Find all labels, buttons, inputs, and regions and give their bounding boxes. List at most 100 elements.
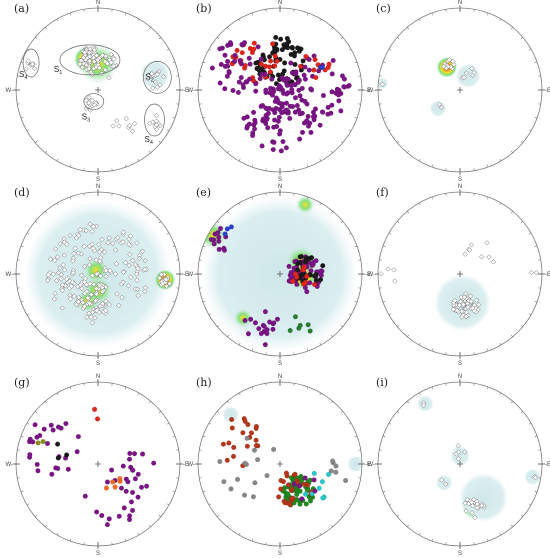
pole-point xyxy=(253,437,259,443)
degree-tick xyxy=(26,232,30,235)
cardinal-label-n: N xyxy=(458,184,462,190)
degree-tick xyxy=(166,422,170,425)
pole-point xyxy=(136,255,143,262)
pole-point xyxy=(288,487,295,493)
pole-point xyxy=(103,53,109,59)
pole-point xyxy=(333,469,339,475)
degree-tick xyxy=(354,435,358,438)
degree-tick xyxy=(306,538,309,542)
degree-tick xyxy=(382,490,386,493)
pole-point xyxy=(244,123,251,129)
degree-tick xyxy=(166,48,170,51)
pole-point xyxy=(320,263,326,269)
cardinal-label-n: N xyxy=(96,184,100,190)
pole-point xyxy=(234,47,240,53)
pole-point xyxy=(220,441,226,447)
pole-point xyxy=(462,500,468,506)
pole-point xyxy=(232,58,238,64)
degree-tick xyxy=(148,150,151,154)
pole-point xyxy=(118,485,124,491)
pole-point xyxy=(242,317,248,323)
pole-point xyxy=(468,298,474,305)
pole-point xyxy=(263,87,269,93)
pole-point xyxy=(532,474,539,481)
pole-point xyxy=(128,499,134,505)
degree-tick xyxy=(418,392,421,396)
pole-point xyxy=(470,305,476,311)
pole-point xyxy=(278,148,284,154)
pole-point xyxy=(150,85,156,91)
pole-point xyxy=(127,513,133,519)
pole-point xyxy=(116,302,122,309)
degree-tick xyxy=(340,140,344,143)
pole-point xyxy=(110,123,116,129)
pole-point xyxy=(235,89,241,96)
degree-tick xyxy=(216,140,220,143)
panel-label: (i) xyxy=(376,376,388,389)
stereonet-panel-e: N -E S W- (e) xyxy=(187,184,371,367)
pole-point xyxy=(289,45,295,51)
pole-point xyxy=(341,76,347,82)
pole-point xyxy=(440,63,447,70)
pole-point xyxy=(89,272,96,279)
degree-tick xyxy=(520,324,524,327)
pole-point xyxy=(272,53,278,59)
pole-point xyxy=(236,79,242,85)
pole-point xyxy=(240,430,246,436)
pole-point xyxy=(50,427,56,433)
degree-tick xyxy=(34,37,38,40)
pole-point xyxy=(129,128,136,134)
degree-tick xyxy=(227,400,230,404)
pole-point xyxy=(61,267,68,273)
degree-tick xyxy=(56,532,59,536)
degree-tick xyxy=(34,411,38,414)
pole-point xyxy=(142,284,149,291)
density-blob-faint xyxy=(435,474,453,492)
pole-point xyxy=(77,226,83,233)
pole-point xyxy=(44,440,51,447)
degree-tick xyxy=(172,300,176,303)
pole-point xyxy=(469,65,475,72)
pole-point xyxy=(443,481,449,487)
pole-point xyxy=(67,296,74,302)
pole-point xyxy=(245,422,251,428)
pole-point xyxy=(101,249,108,255)
pole-point xyxy=(57,241,63,247)
degree-tick xyxy=(227,26,230,30)
pole-point xyxy=(469,510,475,516)
pole-point xyxy=(272,110,278,116)
degree-tick xyxy=(319,532,322,536)
degree-tick xyxy=(319,18,322,22)
pole-point xyxy=(103,307,109,314)
pole-point xyxy=(346,83,352,89)
cluster-outline xyxy=(143,61,172,94)
pole-point xyxy=(312,488,318,494)
degree-tick xyxy=(528,232,532,235)
degree-tick xyxy=(306,196,309,200)
pole-point xyxy=(245,331,251,337)
pole-point xyxy=(291,481,297,487)
pole-point xyxy=(241,492,248,498)
pole-point xyxy=(263,105,269,111)
pole-point xyxy=(163,276,169,283)
pole-point xyxy=(237,58,243,64)
pole-point xyxy=(31,65,38,72)
pole-point xyxy=(248,430,254,436)
degree-tick xyxy=(499,532,502,536)
degree-tick xyxy=(124,196,127,200)
pole-point xyxy=(222,86,228,92)
pole-point xyxy=(279,75,285,81)
pole-point xyxy=(287,327,293,334)
pole-point xyxy=(108,51,114,58)
degree-tick xyxy=(208,129,212,132)
density-blob-faint xyxy=(458,472,509,523)
pole-point xyxy=(82,493,88,499)
degree-tick xyxy=(431,386,434,390)
degree-tick xyxy=(56,18,59,22)
pole-point xyxy=(109,467,115,473)
pole-point xyxy=(307,328,313,334)
pole-point xyxy=(126,456,133,462)
pole-point xyxy=(287,115,293,121)
pole-point xyxy=(93,52,100,59)
degree-tick xyxy=(382,116,386,119)
